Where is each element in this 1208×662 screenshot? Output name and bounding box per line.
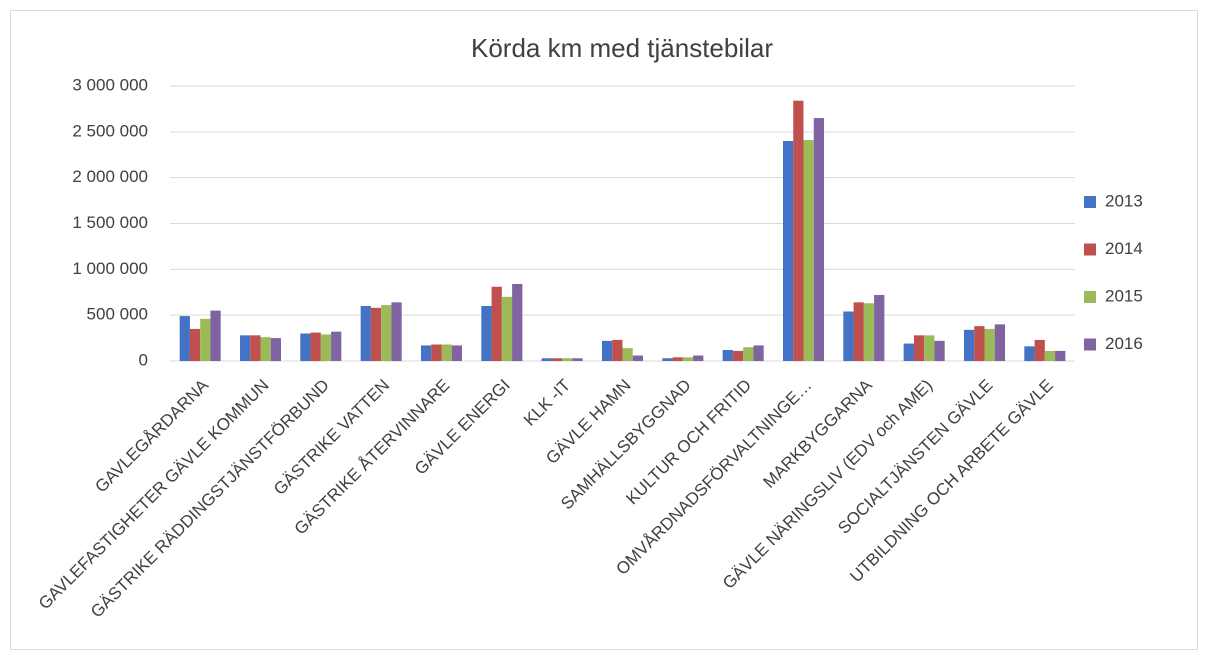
legend-label: 2014 — [1105, 239, 1143, 258]
bar — [270, 338, 282, 361]
chart-title: Körda km med tjänstebilar — [471, 33, 773, 63]
bar — [210, 310, 221, 361]
bar — [512, 284, 523, 361]
bar — [239, 335, 251, 361]
bar — [632, 355, 644, 361]
bar — [300, 333, 311, 361]
y-tick-label: 3 000 000 — [72, 75, 148, 94]
legend-swatch — [1084, 243, 1096, 256]
bar — [963, 329, 975, 361]
bar — [179, 316, 190, 361]
y-tick-label: 1 500 000 — [72, 213, 148, 232]
bar — [441, 344, 452, 361]
bar — [743, 347, 754, 361]
bar — [984, 328, 995, 361]
bar — [541, 358, 552, 361]
bar — [803, 140, 814, 361]
bar — [310, 332, 321, 361]
bar — [863, 303, 875, 361]
bar — [501, 296, 513, 361]
bar — [420, 345, 432, 361]
y-tick-label: 500 000 — [87, 305, 148, 324]
bar — [1044, 350, 1056, 361]
bar — [551, 358, 563, 361]
bar — [381, 305, 392, 361]
bar — [813, 118, 825, 361]
bar — [994, 324, 1006, 361]
bar — [974, 326, 985, 361]
bar — [200, 318, 211, 361]
bar — [612, 339, 623, 361]
bar — [853, 302, 864, 361]
bar — [562, 358, 573, 361]
bar — [1034, 339, 1045, 361]
bar — [843, 311, 854, 361]
y-tick-label: 2 500 000 — [72, 121, 148, 140]
bar — [672, 357, 683, 361]
y-tick-label: 2 000 000 — [72, 167, 148, 186]
bar — [934, 340, 945, 361]
bar — [1024, 346, 1035, 361]
bar — [1055, 350, 1066, 361]
bar — [491, 286, 502, 361]
bar — [732, 350, 744, 361]
bar — [391, 302, 402, 361]
bar — [260, 337, 271, 361]
bar — [481, 306, 492, 361]
bar — [793, 100, 804, 362]
bar — [320, 334, 332, 361]
bar — [903, 343, 914, 361]
bar — [331, 331, 342, 361]
bar — [753, 345, 764, 361]
bar — [693, 355, 704, 361]
bar — [601, 340, 613, 361]
y-tick-label: 0 — [139, 350, 148, 369]
bar — [913, 335, 925, 361]
bar — [874, 295, 885, 361]
bar — [250, 335, 261, 361]
bar — [722, 350, 733, 361]
bar — [572, 358, 583, 361]
bar — [360, 306, 371, 361]
bar — [662, 358, 673, 361]
y-tick-label: 1 000 000 — [72, 259, 148, 278]
bar — [451, 345, 463, 361]
bar — [189, 328, 201, 361]
legend-swatch — [1084, 196, 1096, 208]
bar — [431, 344, 442, 361]
bar — [782, 141, 794, 361]
legend-label: 2015 — [1105, 286, 1143, 305]
legend-label: 2013 — [1105, 191, 1143, 210]
legend-swatch — [1084, 338, 1096, 351]
bar — [682, 357, 694, 361]
bar — [622, 348, 633, 361]
legend-label: 2016 — [1105, 334, 1143, 353]
legend-swatch — [1084, 291, 1096, 303]
bar — [924, 335, 935, 361]
bar — [370, 307, 382, 361]
